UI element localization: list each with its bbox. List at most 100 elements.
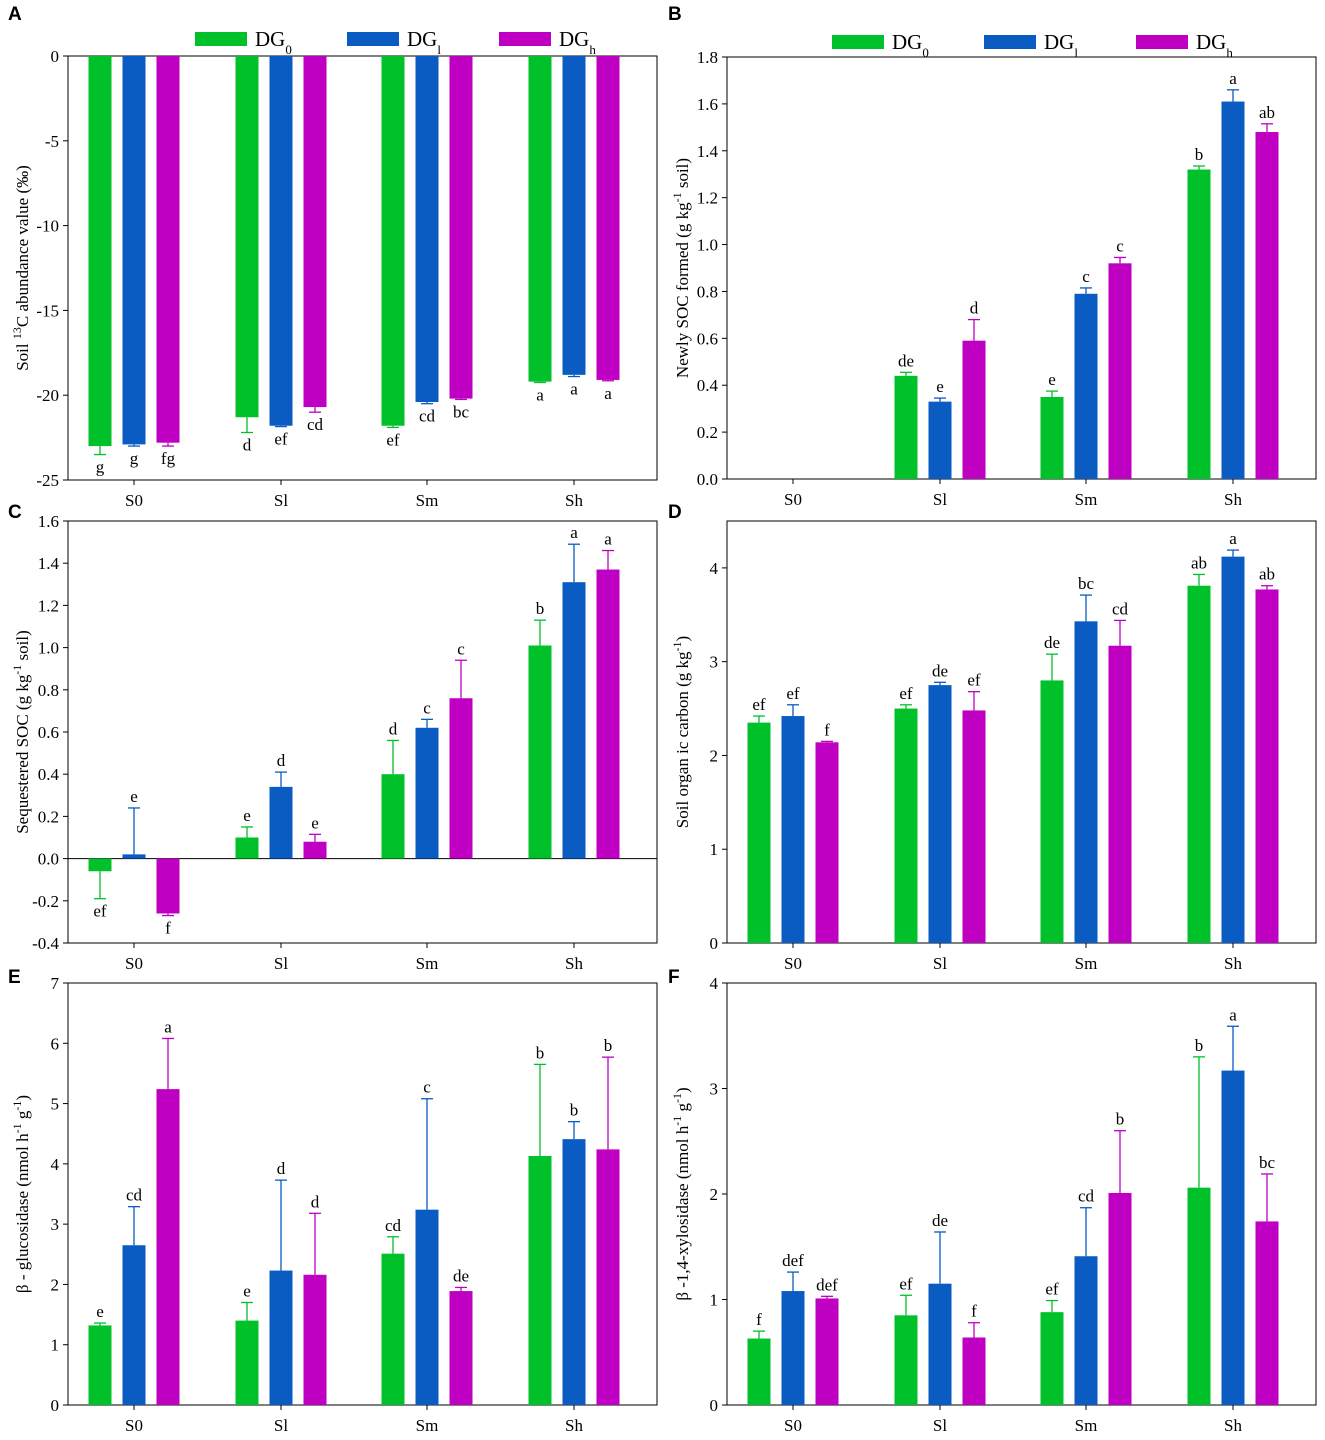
y-tick-label: 1 <box>51 1336 60 1355</box>
bar-DGl-Sl <box>928 685 952 943</box>
y-axis-label-part: -1 <box>10 1101 24 1111</box>
significance-label: a <box>570 523 578 542</box>
y-axis-label: Soil 13C abundance value (‰) <box>10 165 32 371</box>
bar-DGl-Sm <box>1074 1256 1098 1405</box>
significance-label: def <box>782 1251 804 1270</box>
category-label: S0 <box>125 1416 143 1435</box>
significance-label: cd <box>1078 1187 1095 1206</box>
bar-DGl-Sh <box>562 582 586 859</box>
y-axis-label-part: β -1,4-xylosidase (nmol h <box>673 1125 692 1300</box>
significance-label: d <box>277 751 286 770</box>
legend-swatch-DG0 <box>195 32 247 46</box>
y-tick-label: -15 <box>36 301 59 320</box>
legend-base: DG <box>559 27 589 51</box>
bar-DGl-Sh <box>1221 101 1245 480</box>
bar-DGh-S0 <box>156 858 180 914</box>
y-axis-label-part: g <box>13 1110 32 1123</box>
y-axis-label-part: g <box>673 1103 692 1116</box>
bar-DGl-Sl <box>928 401 952 479</box>
y-axis-label: Newly SOC formed (g kg-1 soil) <box>670 158 692 378</box>
significance-label: e <box>96 1302 104 1321</box>
panel-C: C -0.4 -0.2 0.0 0.2 0.4 0.6 0.8 1.0 1.2 1.4 1.6 S0 Sl… <box>8 502 658 973</box>
legend-swatch-DG0 <box>832 35 884 49</box>
category-label: Sl <box>274 1416 288 1435</box>
significance-label: e <box>936 377 944 396</box>
category-label: Sh <box>565 491 583 510</box>
y-tick-label: 3 <box>710 653 719 672</box>
significance-label: f <box>756 1310 762 1329</box>
plot-frame <box>67 982 658 1406</box>
y-tick-label: 0 <box>51 47 60 66</box>
significance-label: de <box>898 351 914 370</box>
significance-label: e <box>243 806 251 825</box>
y-tick-label: 4 <box>710 559 719 578</box>
legend-base: DG <box>892 30 922 54</box>
significance-label: bc <box>1259 1153 1276 1172</box>
y-tick-label: 2 <box>51 1275 60 1294</box>
category-label: Sl <box>933 1416 947 1435</box>
y-axis-label-part: -1 <box>670 1093 684 1103</box>
y-axis-label-part: ) <box>673 1087 692 1093</box>
significance-label: c <box>1116 236 1124 255</box>
y-tick-label: 0.8 <box>697 282 718 301</box>
bar-DG0-Sm <box>381 56 405 426</box>
legend-subscript: h <box>589 42 596 57</box>
y-tick-label: 7 <box>51 974 60 993</box>
bar-DG0-Sh <box>1187 1187 1211 1405</box>
plot-frame <box>67 55 658 481</box>
bar-DGh-Sh <box>596 1149 620 1405</box>
y-tick-label: 0.0 <box>697 470 718 489</box>
bar-DGl-Sl <box>269 56 293 426</box>
bar-DG0-Sl <box>235 56 259 418</box>
y-axis-label-part: ) <box>13 1095 32 1101</box>
y-axis-label-part: -1 <box>670 641 684 651</box>
y-axis-label-part: -1 <box>670 192 684 202</box>
bar-DG0-Sh <box>1187 169 1211 480</box>
bar-DGh-Sm <box>1108 263 1132 479</box>
legend-base: DG <box>255 27 285 51</box>
bar-DGh-Sh <box>596 569 620 859</box>
significance-label: b <box>570 1101 579 1120</box>
bar-DGh-Sl <box>962 710 986 943</box>
y-tick-label: 1 <box>710 1291 719 1310</box>
category-label: Sm <box>416 954 439 973</box>
y-tick-label: -0.4 <box>32 934 59 953</box>
legend-subscript: l <box>437 42 441 57</box>
panel-D: D 0 1 2 3 4 S0 Sl Sm Sh Soil organ ic carbon (g kg… <box>668 502 1317 973</box>
bar-DGl-Sm <box>1074 621 1098 943</box>
y-axis-label-part: -1 <box>10 1123 24 1133</box>
category-label: Sm <box>1075 954 1098 973</box>
significance-label: c <box>1082 267 1090 286</box>
bar-DG0-Sh <box>528 645 552 859</box>
category-label: Sl <box>933 490 947 509</box>
bar-DGh-Sl <box>303 841 327 859</box>
y-tick-label: 1.0 <box>697 236 718 255</box>
bar-DGl-Sl <box>928 1283 952 1405</box>
significance-label: de <box>932 1211 948 1230</box>
bar-DG0-Sl <box>894 708 918 943</box>
bar-DGl-Sm <box>415 727 439 859</box>
bar-DG0-Sl <box>894 1315 918 1405</box>
bar-DG0-Sl <box>235 837 259 859</box>
category-label: S0 <box>125 491 143 510</box>
significance-label: de <box>453 1266 469 1285</box>
y-tick-label: 3 <box>710 1080 719 1099</box>
legend-base: DG <box>1044 30 1074 54</box>
panel-E: E 0 1 2 3 4 5 6 7 S0 Sl Sm Sh β - glucosidase (nmol h… <box>8 967 658 1435</box>
bar-DGh-Sm <box>449 56 473 399</box>
category-label: Sl <box>274 954 288 973</box>
y-tick-label: 0 <box>710 1396 719 1415</box>
bar-DGl-Sm <box>415 56 439 402</box>
significance-label: a <box>604 384 612 403</box>
category-label: Sh <box>1224 954 1242 973</box>
bar-DGh-S0 <box>815 742 839 943</box>
legend-label-DGh: DGh <box>559 27 596 57</box>
significance-label: a <box>1229 69 1237 88</box>
legend-label-DGl: DGl <box>407 27 441 57</box>
bar-DGh-Sl <box>303 1274 327 1405</box>
y-tick-label: 1.8 <box>697 48 718 67</box>
significance-label: ab <box>1191 553 1207 572</box>
legend-swatch-DGl <box>984 35 1036 49</box>
y-tick-label: 1.6 <box>697 95 718 114</box>
